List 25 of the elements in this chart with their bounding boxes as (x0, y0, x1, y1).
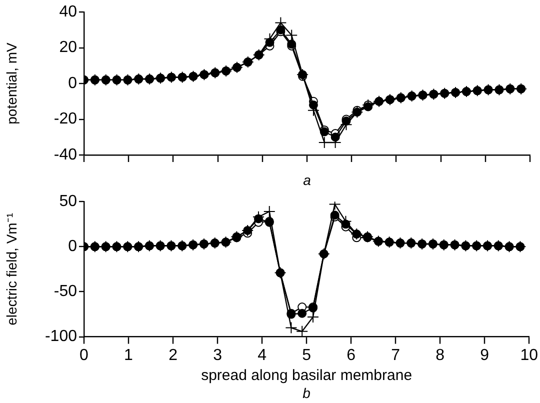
y-tick-label: -20 (54, 110, 78, 128)
y-axis-title: potential, mV (3, 42, 20, 124)
x-tick-label: 1 (124, 346, 134, 364)
text: a (303, 172, 312, 188)
y-tick-label: 0 (68, 74, 78, 92)
y-tick-label: -40 (54, 146, 78, 164)
y-tick-label: -100 (44, 328, 78, 346)
x-tick-label: 4 (258, 346, 267, 364)
x-tick-label: 0 (80, 346, 89, 364)
x-tick-label: 3 (213, 346, 222, 364)
x-tick-label: 9 (480, 346, 490, 364)
y-tick-label: 0 (68, 238, 78, 256)
y-axis-title: electric field, Vm⁻¹ (3, 212, 20, 326)
y-tick-label: 40 (59, 3, 78, 20)
x-tick-label: 10 (520, 346, 538, 364)
x-tick-label: 7 (391, 346, 400, 364)
x-tick-label: 2 (168, 346, 178, 364)
x-tick-label: 6 (346, 346, 356, 364)
y-tick-label: -50 (54, 283, 78, 300)
x-tick-label: 8 (436, 346, 445, 364)
text: b (302, 384, 311, 401)
x-axis-title: spread along basilar membrane (201, 367, 412, 384)
y-tick-label: 50 (59, 193, 78, 210)
y-tick-label: 20 (59, 39, 78, 56)
x-tick-label: 5 (302, 346, 312, 364)
